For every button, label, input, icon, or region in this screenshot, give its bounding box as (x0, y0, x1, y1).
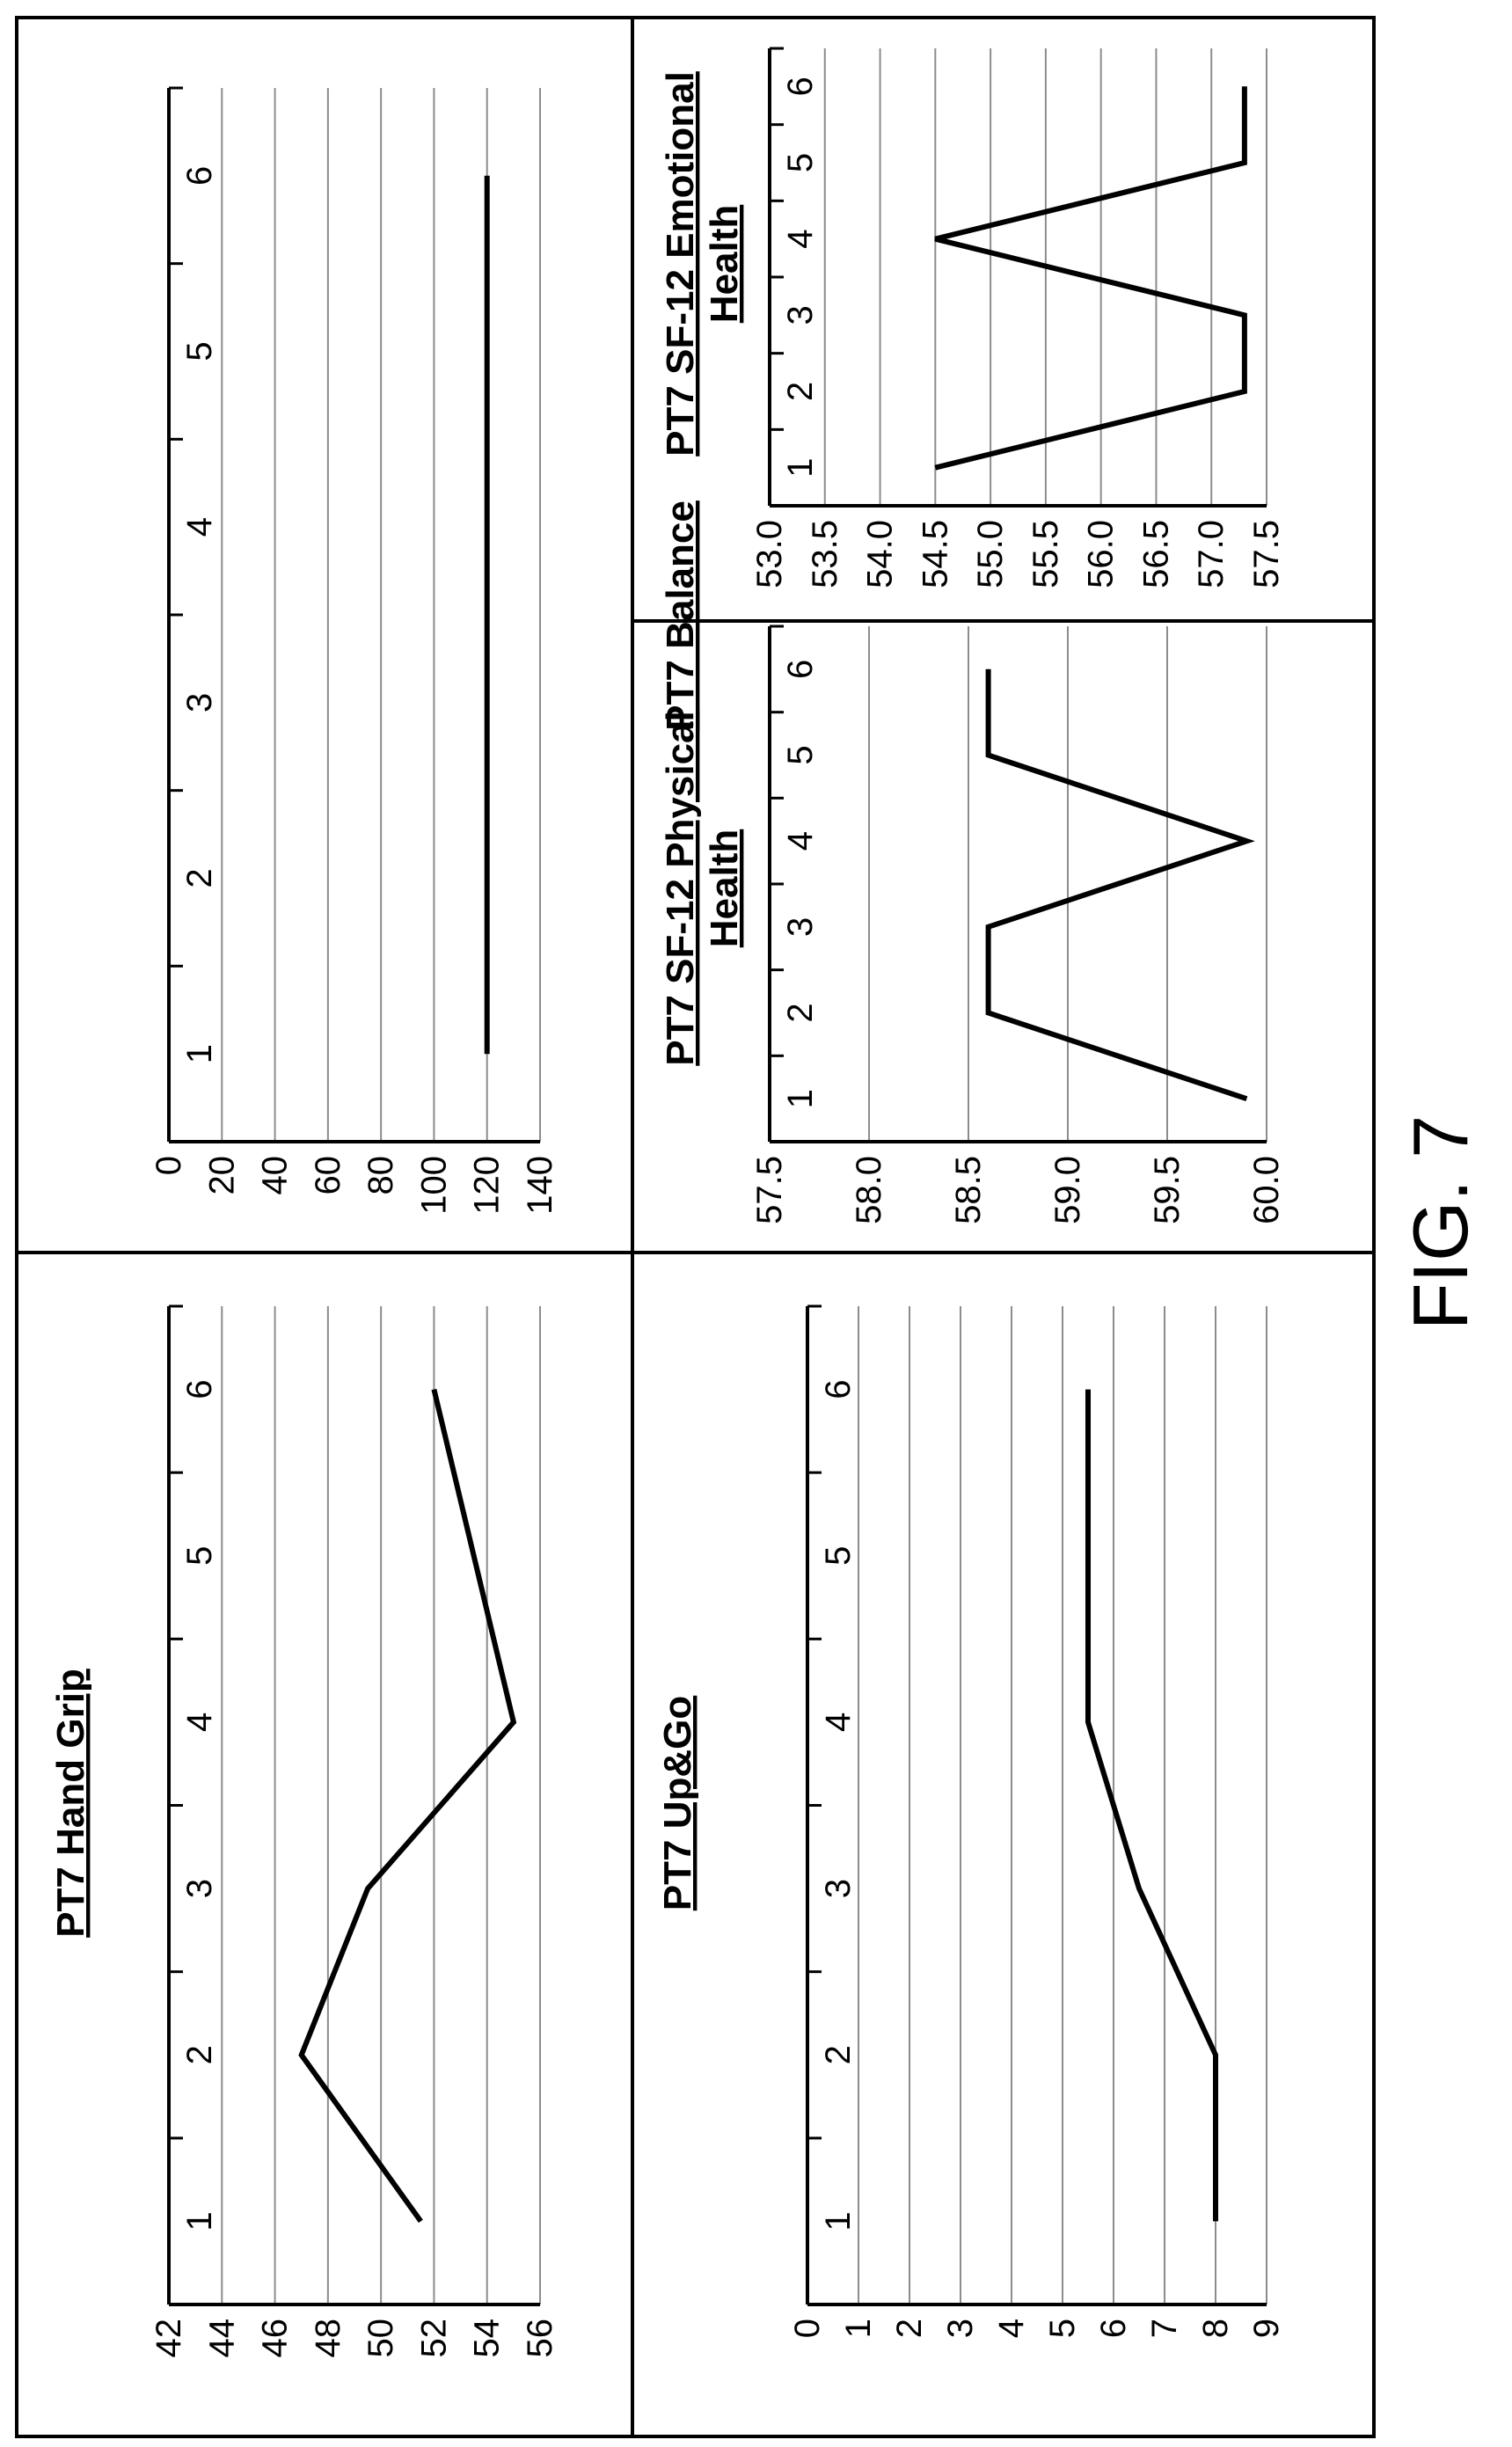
y-tick-label: 54 (468, 2319, 507, 2358)
x-tick-label: 3 (819, 1879, 858, 1898)
y-tick-label: 2 (890, 2319, 929, 2338)
y-tick-label: 58.5 (949, 1156, 988, 1224)
series-line (985, 668, 1255, 1102)
x-tick-label: 4 (781, 831, 820, 851)
x-tick-label: 6 (180, 1379, 219, 1399)
y-tick-label: 60 (309, 1156, 347, 1195)
chart-sf12-emotional: 57.5 57.0 56.5 56.0 55.5 55.0 54.5 54.0 53.5 53.0… (659, 47, 1286, 588)
y-tick-label: 53.5 (806, 520, 844, 588)
figure-caption: FIG. 7 (1397, 1115, 1484, 1331)
y-tick-label: 58.0 (850, 1156, 888, 1224)
y-tick-label: 57.0 (1192, 520, 1231, 588)
y-tick-label: 20 (202, 1156, 241, 1195)
x-tick-label: 1 (819, 2211, 858, 2231)
x-tick-label: 1 (781, 458, 820, 478)
y-tick-label: 0 (150, 1156, 188, 1175)
x-tick-label: 4 (180, 1713, 219, 1732)
outer-frame (15, 16, 1376, 2438)
y-tick-label: 120 (468, 1156, 507, 1215)
x-tick-label: 2 (781, 1003, 820, 1022)
x-tick-label: 2 (819, 2045, 858, 2064)
x-tick-label: 1 (180, 1044, 219, 1063)
y-tick-label: 42 (150, 2319, 188, 2358)
x-tick-label: 1 (781, 1089, 820, 1108)
series-line (298, 1388, 517, 2224)
y-tick-label: 9 (1247, 2319, 1286, 2338)
x-tick-label: 1 (180, 2211, 219, 2231)
y-tick-label: 40 (256, 1156, 295, 1195)
chart-balance: 140 120 100 80 60 40 20 0 1 2 3 4 5 6 PT7 Balance (150, 86, 702, 1215)
y-tick-label: 55.5 (1026, 520, 1065, 588)
y-tick-label: 55.0 (971, 520, 1010, 588)
x-tick-label: 6 (180, 166, 219, 186)
x-tick-label: 4 (781, 230, 820, 249)
x-tick-label: 6 (819, 1379, 858, 1399)
y-tick-label: 8 (1196, 2319, 1235, 2338)
x-tick-label: 2 (180, 2045, 219, 2064)
y-tick-label: 54.5 (916, 520, 954, 588)
x-tick-label: 3 (781, 917, 820, 937)
x-tick-label: 5 (781, 745, 820, 764)
y-tick-label: 100 (414, 1156, 453, 1215)
y-tick-label: 60.0 (1247, 1156, 1286, 1224)
x-tick-label: 6 (781, 77, 820, 96)
y-tick-label: 5 (1043, 2319, 1082, 2338)
panel-frames (15, 16, 1376, 2438)
x-tick-label: 5 (781, 153, 820, 172)
chart-title: PT7 Hand Grip (49, 1669, 92, 1938)
y-tick-label: 3 (941, 2319, 980, 2338)
x-tick-label: 6 (781, 660, 820, 679)
y-tick-label: 6 (1094, 2319, 1133, 2338)
y-tick-label: 54.0 (861, 520, 900, 588)
x-tick-label: 4 (819, 1713, 858, 1732)
x-tick-label: 3 (180, 1879, 219, 1898)
y-tick-label: 7 (1145, 2319, 1184, 2338)
chart-title: PT7 Balance (659, 500, 702, 731)
y-tick-label: 50 (362, 2319, 400, 2358)
y-tick-label: 1 (839, 2319, 878, 2338)
chart-title: Health (703, 205, 746, 323)
chart-sf12-physical: 60.0 59.5 59.0 58.5 58.0 57.5 1 2 3 4 5 6 PT7 SF-12 … (659, 625, 1286, 1224)
y-tick-label: 140 (521, 1156, 559, 1215)
x-tick-label: 2 (781, 382, 820, 401)
chart-title: PT7 Up&Go (656, 1696, 699, 1910)
x-tick-label: 2 (180, 868, 219, 887)
series-line (1085, 1389, 1218, 2222)
y-tick-label: 59.0 (1048, 1156, 1087, 1224)
series-line (934, 86, 1247, 471)
y-tick-label: 53.0 (750, 520, 789, 588)
x-tick-label: 5 (180, 341, 219, 361)
y-tick-label: 57.5 (1247, 520, 1286, 588)
y-tick-label: 48 (309, 2319, 347, 2358)
y-tick-label: 46 (256, 2319, 295, 2358)
x-tick-label: 3 (781, 305, 820, 325)
x-tick-label: 5 (180, 1546, 219, 1566)
y-tick-label: 59.5 (1148, 1156, 1187, 1224)
chart-title: PT7 SF-12 Emotional (659, 71, 702, 457)
chart-title: PT7 SF-12 Physical (659, 711, 702, 1066)
y-tick-label: 44 (202, 2319, 241, 2358)
y-tick-label: 0 (788, 2319, 827, 2338)
y-tick-label: 57.5 (750, 1156, 789, 1224)
x-tick-label: 3 (180, 693, 219, 712)
y-tick-label: 56.5 (1136, 520, 1175, 588)
y-tick-label: 56 (521, 2319, 559, 2358)
x-tick-label: 4 (180, 517, 219, 537)
x-tick-label: 5 (819, 1546, 858, 1566)
y-tick-label: 56.0 (1082, 520, 1121, 588)
y-tick-label: 52 (414, 2319, 453, 2358)
chart-title: Health (703, 829, 746, 947)
y-tick-label: 4 (992, 2319, 1031, 2338)
y-tick-label: 80 (362, 1156, 400, 1195)
